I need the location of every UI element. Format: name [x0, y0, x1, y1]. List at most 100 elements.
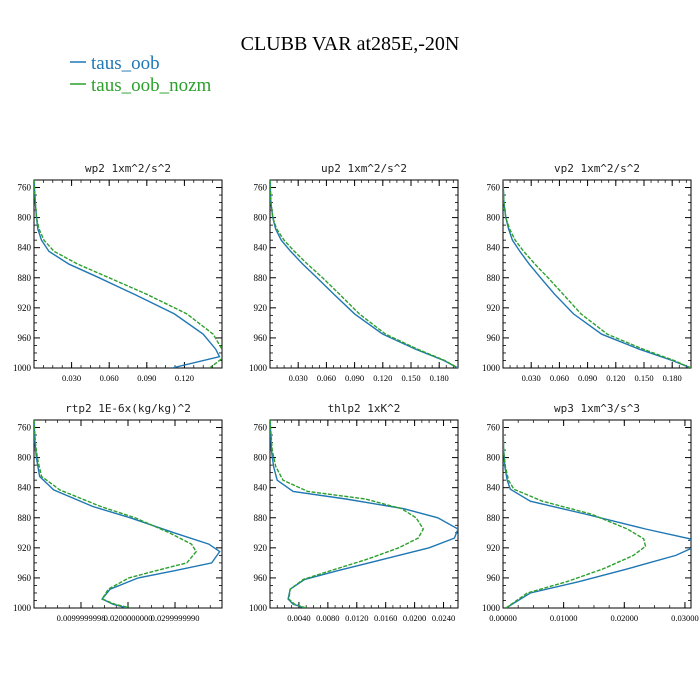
y-tick-label: 960	[487, 333, 501, 343]
y-tick-label: 920	[254, 303, 268, 313]
y-tick-label: 760	[254, 423, 268, 433]
y-tick-label: 880	[487, 513, 501, 523]
x-tick-label: 0.120	[606, 373, 625, 383]
y-tick-label: 800	[487, 453, 501, 463]
y-tick-label: 840	[487, 483, 501, 493]
x-tick-label: 0.060	[100, 373, 119, 383]
x-tick-label: 0.00000	[489, 613, 517, 623]
x-tick-label: 0.0080	[316, 613, 339, 623]
y-tick-label: 760	[487, 423, 501, 433]
y-tick-label: 1000	[249, 363, 268, 373]
plot-frame	[502, 419, 692, 609]
y-tick-label: 800	[487, 213, 501, 223]
y-tick-label: 840	[254, 483, 268, 493]
series-line-taus-oob-nozm	[503, 180, 691, 368]
x-tick-label: 0.02000	[610, 613, 638, 623]
series-line-taus-oob-nozm	[503, 420, 647, 608]
y-tick-label: 1000	[482, 363, 501, 373]
y-tick-label: 1000	[482, 603, 501, 613]
y-tick-label: 1000	[249, 603, 268, 613]
y-tick-label: 800	[254, 453, 268, 463]
x-tick-label: 0.0200	[403, 613, 426, 623]
y-tick-label: 840	[487, 243, 501, 253]
x-tick-label: 0.0160	[374, 613, 397, 623]
panel-title: wp3 1xm^3/s^3	[554, 402, 640, 415]
x-tick-label: 0.030	[289, 373, 308, 383]
x-tick-label: 0.0120	[345, 613, 368, 623]
x-tick-label: 0.030	[62, 373, 81, 383]
y-tick-label: 960	[18, 333, 32, 343]
series-line-taus-oob-nozm	[270, 420, 425, 608]
y-tick-label: 800	[18, 213, 32, 223]
x-tick-label: 0.150	[634, 373, 653, 383]
x-tick-label: 0.090	[578, 373, 597, 383]
x-tick-label: 0.01000	[550, 613, 578, 623]
y-tick-label: 960	[254, 333, 268, 343]
y-tick-label: 920	[487, 303, 501, 313]
series-line-taus-oob-nozm	[34, 420, 198, 608]
x-tick-label: 0.0099999998	[57, 613, 106, 623]
series-line-taus-oob-nozm	[34, 180, 222, 368]
panel-5: wp3 1xm^3/s^3 760 800 840 880 920 960 10000.000…	[482, 402, 699, 623]
panel-title: thlp2 1xK^2	[328, 402, 401, 415]
panel-title: wp2 1xm^2/s^2	[85, 162, 171, 175]
plot-frame	[269, 179, 459, 369]
x-tick-label: 0.060	[550, 373, 569, 383]
x-tick-label: 0.180	[663, 373, 682, 383]
x-tick-label: 0.030	[522, 373, 541, 383]
y-tick-label: 800	[254, 213, 268, 223]
y-tick-label: 960	[487, 573, 501, 583]
panel-3: rtp2 1E-6x(kg/kg)^2 760 800 840 880 920 960 100…	[13, 402, 223, 623]
y-tick-label: 840	[18, 483, 32, 493]
panel-2: vp2 1xm^2/s^2 760 800 840 880 920 960 1000 0.030…	[482, 162, 692, 383]
legend: taus_oob taus_oob_nozm	[70, 53, 212, 96]
y-tick-label: 840	[18, 243, 32, 253]
y-tick-label: 840	[254, 243, 268, 253]
series-line-taus-oob	[34, 420, 221, 608]
panel-title: up2 1xm^2/s^2	[321, 162, 407, 175]
x-tick-label: 0.120	[373, 373, 392, 383]
y-tick-label: 880	[18, 273, 32, 283]
panel-0: wp2 1xm^2/s^2 760 800 840 880 920 960 1000 0.030…	[13, 162, 223, 383]
y-tick-label: 920	[487, 543, 501, 553]
y-tick-label: 920	[18, 303, 32, 313]
x-tick-label: 0.0040	[287, 613, 310, 623]
y-tick-label: 760	[487, 183, 501, 193]
y-tick-label: 1000	[13, 363, 32, 373]
x-tick-label: 0.03000	[671, 613, 699, 623]
y-tick-label: 800	[18, 453, 32, 463]
x-tick-label: 0.120	[175, 373, 194, 383]
y-tick-label: 920	[254, 543, 268, 553]
y-tick-label: 880	[254, 273, 268, 283]
legend-label-taus-oob-nozm: taus_oob_nozm	[91, 75, 212, 96]
x-tick-label: 0.150	[401, 373, 420, 383]
series-line-taus-oob	[503, 420, 691, 608]
y-tick-label: 880	[487, 273, 501, 283]
figure-title: CLUBB VAR at285E,-20N	[241, 33, 460, 55]
x-tick-label: 0.060	[317, 373, 336, 383]
panel-1: up2 1xm^2/s^2 760 800 840 880 920 960 1000 0.030…	[249, 162, 459, 383]
y-tick-label: 760	[254, 183, 268, 193]
y-tick-label: 920	[18, 543, 32, 553]
plot-frame	[502, 179, 692, 369]
x-tick-label: 0.0240	[432, 613, 455, 623]
panels: wp2 1xm^2/s^2 760 800 840 880 920 960 1000 0.030…	[13, 162, 699, 623]
y-tick-label: 960	[254, 573, 268, 583]
x-tick-label: 0.090	[137, 373, 156, 383]
legend-label-taus-oob: taus_oob	[91, 53, 160, 74]
y-tick-label: 960	[18, 573, 32, 583]
y-tick-label: 1000	[13, 603, 32, 613]
series-line-taus-oob-nozm	[270, 180, 458, 368]
x-tick-label: 0.0200000000	[104, 613, 153, 623]
panel-4: thlp2 1xK^2 760 800 840 880 920 960 1000 0.0040 0…	[249, 402, 459, 623]
y-tick-label: 880	[18, 513, 32, 523]
y-tick-label: 760	[18, 183, 32, 193]
panel-title: rtp2 1E-6x(kg/kg)^2	[65, 402, 191, 415]
x-tick-label: 0.090	[345, 373, 364, 383]
y-tick-label: 760	[18, 423, 32, 433]
x-tick-label: 0.0299999990	[151, 613, 200, 623]
panel-title: vp2 1xm^2/s^2	[554, 162, 640, 175]
x-tick-label: 0.180	[430, 373, 449, 383]
y-tick-label: 880	[254, 513, 268, 523]
